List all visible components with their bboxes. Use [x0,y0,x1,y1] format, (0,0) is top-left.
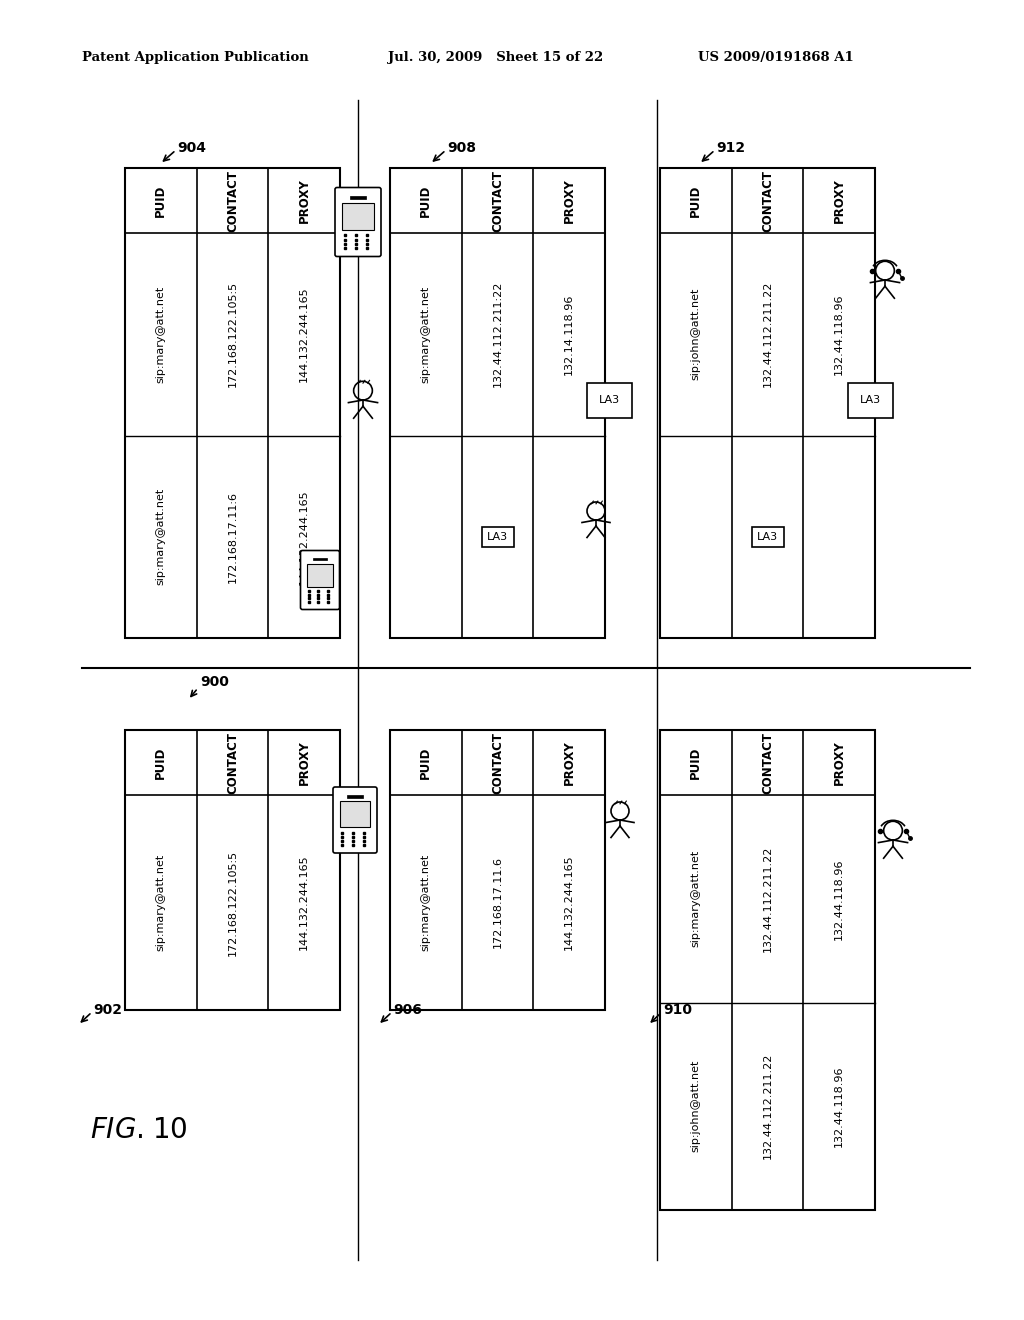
Text: sip:john@att.net: sip:john@att.net [691,1060,700,1152]
Text: sip:mary@att.net: sip:mary@att.net [421,854,431,952]
Text: 132.44.112.211.22: 132.44.112.211.22 [763,1053,772,1159]
Text: CONTACT: CONTACT [490,731,504,793]
Text: 132.44.118.96: 132.44.118.96 [835,1065,844,1147]
Text: PUID: PUID [155,185,167,216]
Text: 902: 902 [93,1003,122,1016]
Bar [848,383,893,418]
Text: CONTACT: CONTACT [226,731,239,793]
Text: $\mathit{10}$: $\mathit{10}$ [152,1117,187,1143]
Bar [390,730,605,1010]
Text: PROXY: PROXY [562,178,575,223]
Bar [390,168,605,638]
Text: sip:mary@att.net: sip:mary@att.net [156,488,166,585]
Text: 132.14.118.96: 132.14.118.96 [564,293,574,375]
Text: PROXY: PROXY [298,178,310,223]
Bar [349,195,367,198]
Bar [347,795,362,797]
Text: LA3: LA3 [487,532,508,541]
Text: CONTACT: CONTACT [761,169,774,231]
Text: 132.44.118.96: 132.44.118.96 [835,293,844,375]
Text: 172.168.122.105:5: 172.168.122.105:5 [227,850,238,956]
Text: PROXY: PROXY [833,741,846,785]
Text: PUID: PUID [689,746,702,779]
Text: 172.168.17.11:6: 172.168.17.11:6 [227,491,238,582]
Bar [660,730,874,1210]
Text: 906: 906 [393,1003,422,1016]
Text: PROXY: PROXY [562,741,575,785]
Text: CONTACT: CONTACT [761,731,774,793]
Text: PUID: PUID [420,746,432,779]
Text: 144.132.244.165: 144.132.244.165 [299,286,309,381]
Text: 132.44.112.211.22: 132.44.112.211.22 [763,281,772,388]
Text: sip:mary@att.net: sip:mary@att.net [156,285,166,383]
Text: CONTACT: CONTACT [226,169,239,231]
Text: CONTACT: CONTACT [490,169,504,231]
Text: sip:mary@att.net: sip:mary@att.net [156,854,166,952]
Text: 900: 900 [200,675,229,689]
Text: PUID: PUID [689,185,702,216]
Text: PUID: PUID [155,746,167,779]
Text: PUID: PUID [420,185,432,216]
Text: sip:mary@att.net: sip:mary@att.net [421,285,431,383]
Text: 172.168.17.11.6: 172.168.17.11.6 [493,857,503,949]
Text: sip:john@att.net: sip:john@att.net [691,288,700,380]
Text: 908: 908 [447,141,476,154]
Text: sip:mary@att.net: sip:mary@att.net [691,850,700,948]
Text: LA3: LA3 [598,395,620,405]
Bar [660,168,874,638]
Bar [340,801,370,828]
Text: 912: 912 [716,141,745,154]
Text: Jul. 30, 2009   Sheet 15 of 22: Jul. 30, 2009 Sheet 15 of 22 [388,51,603,65]
Text: 144.132.244.165: 144.132.244.165 [299,488,309,585]
Text: 132.44.118.96: 132.44.118.96 [835,858,844,940]
Bar [125,730,340,1010]
Text: 144.132.244.165: 144.132.244.165 [299,854,309,950]
Text: PROXY: PROXY [833,178,846,223]
FancyBboxPatch shape [300,550,340,610]
Text: 144.132.244.165: 144.132.244.165 [564,854,574,950]
Bar [313,558,327,560]
Text: 132.44.112.211:22: 132.44.112.211:22 [493,281,503,388]
Bar [342,202,374,230]
Bar [481,527,513,546]
Bar [125,168,340,638]
Text: PROXY: PROXY [298,741,310,785]
Bar [587,383,632,418]
Text: Patent Application Publication: Patent Application Publication [82,51,309,65]
Text: 172.168.122.105:5: 172.168.122.105:5 [227,281,238,387]
Bar [752,527,783,546]
FancyBboxPatch shape [333,787,377,853]
FancyBboxPatch shape [335,187,381,256]
Text: LA3: LA3 [859,395,881,405]
Text: 132.44.112.211.22: 132.44.112.211.22 [763,846,772,952]
Bar [307,564,333,586]
Text: 904: 904 [177,141,206,154]
Text: LA3: LA3 [757,532,778,541]
Text: $\mathit{FIG.}$: $\mathit{FIG.}$ [90,1117,143,1143]
Text: US 2009/0191868 A1: US 2009/0191868 A1 [698,51,854,65]
Text: 910: 910 [663,1003,692,1016]
